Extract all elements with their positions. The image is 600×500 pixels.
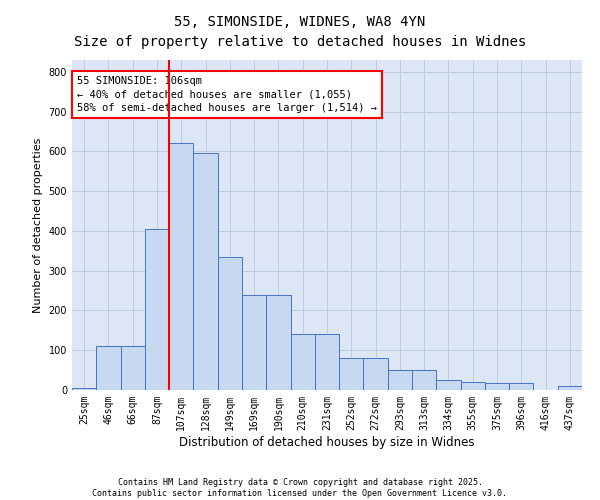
Y-axis label: Number of detached properties: Number of detached properties	[33, 138, 43, 312]
Bar	[558, 386, 582, 390]
Bar	[193, 154, 218, 390]
Bar	[509, 383, 533, 390]
Bar	[388, 370, 412, 390]
Text: Size of property relative to detached houses in Widnes: Size of property relative to detached ho…	[74, 35, 526, 49]
Bar	[145, 229, 169, 390]
Bar	[218, 257, 242, 390]
Bar	[364, 358, 388, 390]
Bar	[242, 294, 266, 390]
Text: 55, SIMONSIDE, WIDNES, WA8 4YN: 55, SIMONSIDE, WIDNES, WA8 4YN	[175, 15, 425, 29]
X-axis label: Distribution of detached houses by size in Widnes: Distribution of detached houses by size …	[179, 436, 475, 448]
Bar	[72, 388, 96, 390]
Bar	[290, 334, 315, 390]
Bar	[169, 144, 193, 390]
Bar	[412, 370, 436, 390]
Bar	[461, 382, 485, 390]
Bar	[485, 383, 509, 390]
Bar	[315, 334, 339, 390]
Bar	[96, 346, 121, 390]
Bar	[339, 358, 364, 390]
Bar	[266, 294, 290, 390]
Text: 55 SIMONSIDE: 106sqm
← 40% of detached houses are smaller (1,055)
58% of semi-de: 55 SIMONSIDE: 106sqm ← 40% of detached h…	[77, 76, 377, 113]
Text: Contains HM Land Registry data © Crown copyright and database right 2025.
Contai: Contains HM Land Registry data © Crown c…	[92, 478, 508, 498]
Bar	[121, 346, 145, 390]
Bar	[436, 380, 461, 390]
